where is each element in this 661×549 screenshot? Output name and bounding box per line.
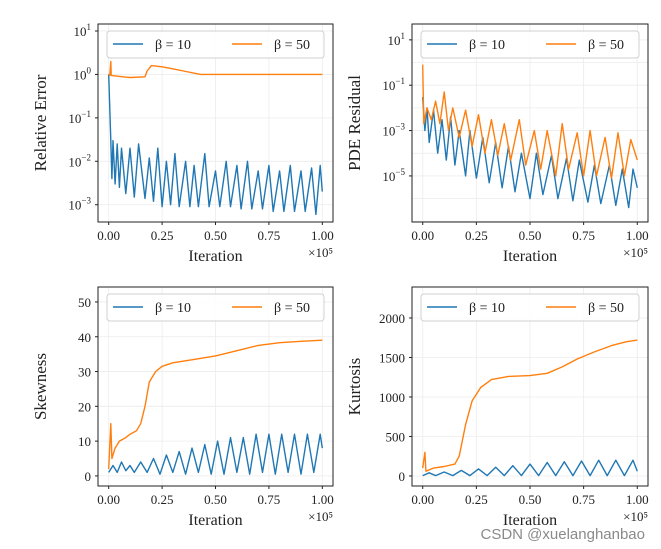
series-line-beta-50: [108, 339, 323, 470]
x-tick-label: 0.00: [97, 492, 120, 507]
legend-label: β = 50: [274, 38, 310, 53]
y-tick-label: 0: [399, 469, 406, 484]
y-tick-label: 10−5: [382, 167, 405, 184]
x-tick-label: 1.00: [311, 228, 334, 243]
y-tick-label: 0: [85, 469, 92, 484]
series-line-beta-10: [108, 433, 323, 475]
legend: β = 10 β = 50: [420, 30, 640, 59]
exponent: 0: [87, 65, 92, 75]
x-tick-label: 0.75: [258, 492, 281, 507]
x-multiplier-label: ×10⁵: [623, 509, 648, 524]
legend-box: [106, 30, 325, 59]
series-line-beta-50: [422, 64, 638, 179]
x-tick-label: 0.75: [572, 492, 595, 507]
x-tick-label: 1.00: [626, 492, 649, 507]
legend-label: β = 10: [469, 38, 505, 53]
y-tick-label: 100: [74, 65, 92, 82]
x-multiplier-label: ×10⁵: [308, 509, 333, 524]
y-axis-label: PDE Residual: [345, 75, 364, 171]
legend: β = 10 β = 50: [106, 30, 325, 59]
subplot-pde-residual: 0.00 0.25 0.50 0.75 1.00 101 10−1 10−3 10−5 Itera…: [345, 23, 649, 265]
y-tick-label: 1000: [379, 390, 405, 405]
x-tick-label: 0.25: [465, 228, 488, 243]
exponent: −3: [395, 122, 405, 132]
y-tick-label: 10−3: [382, 122, 405, 139]
y-axis-label: Kurtosis: [345, 358, 364, 416]
x-tick-label: 0.50: [519, 492, 542, 507]
subplot-relative-error: 0.00 0.25 0.50 0.75 1.0010110010−110−210−3It…: [31, 22, 334, 265]
exponent: −3: [81, 196, 91, 206]
x-tick-label: 0.50: [204, 492, 227, 507]
x-tick-label: 0.50: [519, 228, 542, 243]
x-tick-label: 0.50: [204, 228, 227, 243]
y-tick-label: 10−1: [382, 76, 405, 93]
legend-label: β = 10: [469, 301, 505, 316]
x-tick-label: 0.00: [411, 228, 434, 243]
legend-label: β = 50: [274, 301, 310, 316]
x-multiplier-label: ×10⁵: [623, 245, 648, 260]
y-tick-label: 101: [74, 22, 92, 39]
y-tick-label: 20: [78, 399, 91, 414]
x-tick-label: 0.00: [411, 492, 434, 507]
exponent: −1: [395, 76, 405, 86]
x-axis-label: Iteration: [188, 512, 242, 529]
y-tick-label: 10: [78, 434, 91, 449]
series-line-beta-10: [108, 74, 323, 216]
watermark: CSDN @xuelanghanbao: [480, 526, 646, 543]
x-tick-label: 1.00: [311, 492, 334, 507]
legend: β = 10 β = 50: [420, 293, 640, 322]
series-line-beta-10: [422, 459, 638, 477]
legend-label: β = 50: [588, 301, 624, 316]
x-axis-label: Iteration: [503, 248, 557, 265]
y-tick-label: 30: [78, 365, 91, 380]
x-tick-label: 0.00: [97, 228, 120, 243]
y-tick-label: 50: [78, 295, 91, 310]
legend-label: β = 50: [588, 38, 624, 53]
legend-label: β = 10: [155, 38, 191, 53]
y-tick-label: 10−1: [68, 109, 91, 126]
series-line-beta-10: [422, 97, 638, 209]
y-tick-label: 2000: [379, 311, 405, 326]
exponent: −1: [81, 109, 91, 119]
x-tick-label: 0.75: [258, 228, 281, 243]
y-tick-label: 1500: [379, 350, 405, 365]
exponent: 1: [401, 31, 406, 41]
subplot-kurtosis: 0.00 0.25 0.50 0.75 1.00 0 500 1000 1500 2000 Iter…: [345, 286, 649, 529]
x-tick-label: 0.75: [572, 228, 595, 243]
y-axis-label: Skewness: [31, 353, 50, 420]
y-tick-label: 500: [386, 429, 406, 444]
y-tick-label: 40: [78, 330, 91, 345]
y-tick-label: 101: [388, 31, 406, 48]
y-axis-label: Relative Error: [31, 74, 50, 171]
legend-box: [420, 30, 640, 59]
exponent: −5: [395, 167, 405, 177]
series-line-beta-50: [108, 60, 323, 79]
series-line-beta-50: [422, 339, 638, 472]
x-tick-label: 0.25: [151, 228, 174, 243]
x-tick-label: 0.25: [151, 492, 174, 507]
x-multiplier-label: ×10⁵: [308, 245, 333, 260]
subplot-skewness: 0.00 0.25 0.50 0.75 1.00 0 10 20 30 40 50 Iteration…: [31, 286, 334, 529]
legend-box: [420, 293, 640, 322]
x-axis-label: Iteration: [503, 512, 557, 529]
x-tick-label: 0.25: [465, 492, 488, 507]
y-tick-label: 10−3: [68, 196, 91, 213]
x-tick-label: 1.00: [626, 228, 649, 243]
exponent: −2: [81, 152, 91, 162]
x-axis-label: Iteration: [188, 248, 242, 265]
legend-box: [106, 293, 325, 322]
legend-label: β = 10: [155, 301, 191, 316]
y-tick-label: 10−2: [68, 152, 91, 169]
legend: β = 10 β = 50: [106, 293, 325, 322]
exponent: 1: [87, 22, 92, 32]
